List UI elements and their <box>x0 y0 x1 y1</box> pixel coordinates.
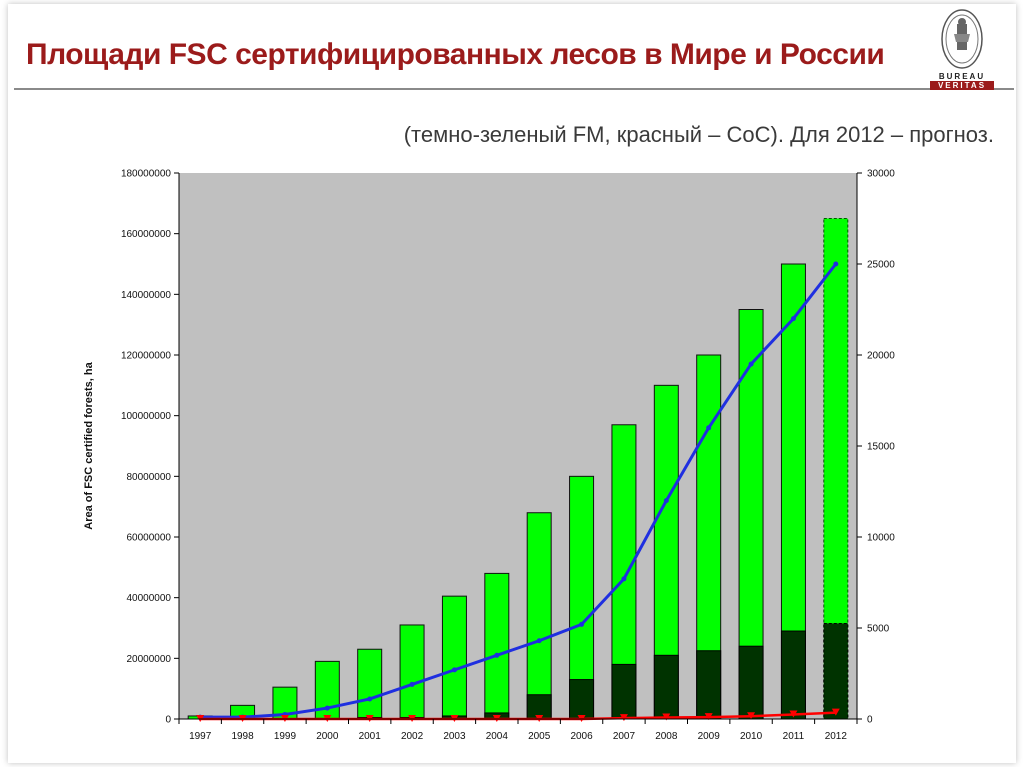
y2-tick-label-30000: 30000 <box>867 169 895 180</box>
y-tick-label-100000000: 100000000 <box>121 411 171 422</box>
x-tick-label-2002: 2002 <box>401 731 424 742</box>
bar-russia-2005 <box>526 694 552 720</box>
bar-russia-2009 <box>696 650 722 720</box>
point-blue-2008 <box>663 498 669 504</box>
point-blue-2011 <box>790 316 796 322</box>
point-blue-2006 <box>579 621 585 627</box>
point-red-2007 <box>619 714 628 722</box>
point-blue-2002 <box>409 681 415 687</box>
bar-total-2004 <box>484 572 510 720</box>
x-tick-label-2004: 2004 <box>486 731 509 742</box>
slide-subtitle: (темно-зеленый FM, красный – CoC). Для 2… <box>403 122 994 147</box>
y-tick-label-180000000: 180000000 <box>121 169 171 180</box>
y-tick-label-60000000: 60000000 <box>127 533 172 544</box>
y2-tick-label-20000: 20000 <box>867 351 895 362</box>
logo-bureau-text: BUREAU <box>938 72 986 81</box>
y2-tick-label-0: 0 <box>867 715 873 726</box>
point-blue-2000 <box>324 705 330 711</box>
point-red-2009 <box>704 713 713 721</box>
line-series-blue <box>200 263 837 719</box>
point-red-2012 <box>831 708 840 716</box>
point-blue-2009 <box>706 425 712 431</box>
point-red-2011 <box>789 710 798 718</box>
bar-total-2003 <box>441 595 467 720</box>
point-blue-2004 <box>494 652 500 658</box>
bar-russia-2011 <box>780 630 806 720</box>
bar-russia-2007 <box>611 663 637 720</box>
y2-tick-label-5000: 5000 <box>867 624 890 635</box>
x-tick-label-2007: 2007 <box>613 731 636 742</box>
x-tick-label-2012: 2012 <box>825 731 848 742</box>
x-tick-label-2003: 2003 <box>443 731 466 742</box>
logo-veritas-text: VERITAS <box>930 81 994 90</box>
y-tick-label-40000000: 40000000 <box>127 593 172 604</box>
point-blue-2003 <box>451 667 457 673</box>
x-tick-label-2010: 2010 <box>740 731 763 742</box>
bar-russia-2010 <box>738 645 764 720</box>
bar-total-2001 <box>357 648 383 720</box>
bar-total-2006 <box>569 475 595 720</box>
y-tick-label-140000000: 140000000 <box>121 290 171 301</box>
x-tick-label-2008: 2008 <box>655 731 678 742</box>
bar-russia-2008 <box>653 654 679 720</box>
bar-total-2005 <box>526 512 552 720</box>
x-tick-label-1998: 1998 <box>231 731 254 742</box>
bar-russia-2006 <box>569 679 595 720</box>
x-tick-label-2001: 2001 <box>359 731 382 742</box>
point-red-2010 <box>747 712 756 720</box>
x-tick-label-1997: 1997 <box>189 731 212 742</box>
x-tick-label-2005: 2005 <box>528 731 551 742</box>
y2-tick-label-15000: 15000 <box>867 442 895 453</box>
y-tick-label-160000000: 160000000 <box>121 229 171 240</box>
x-tick-label-2011: 2011 <box>783 731 805 742</box>
x-tick-label-2000: 2000 <box>316 731 339 742</box>
y-tick-label-0: 0 <box>165 715 171 726</box>
point-blue-2005 <box>536 638 542 644</box>
point-blue-2010 <box>748 361 754 367</box>
bar-russia-2012 <box>823 622 849 720</box>
x-tick-label-2006: 2006 <box>570 731 593 742</box>
y-axis-title: Area of FSC certified forests, ha <box>83 361 95 529</box>
y-tick-label-120000000: 120000000 <box>121 351 171 362</box>
point-blue-2001 <box>367 696 373 702</box>
x-tick-label-1999: 1999 <box>274 731 297 742</box>
bureau-veritas-logo: BUREAU VERITAS <box>930 6 994 90</box>
y-tick-label-80000000: 80000000 <box>127 472 172 483</box>
title-divider <box>14 88 1014 90</box>
bureau-veritas-seal-icon <box>941 9 983 69</box>
y2-tick-label-10000: 10000 <box>867 533 895 544</box>
point-red-2008 <box>662 713 671 721</box>
bar-total-2002 <box>399 624 425 720</box>
slide-title: Площади FSC сертифицированных лесов в Ми… <box>26 38 885 71</box>
y2-tick-label-25000: 25000 <box>867 260 895 271</box>
point-blue-2012 <box>833 261 839 267</box>
point-blue-2007 <box>621 576 627 582</box>
x-tick-label-2009: 2009 <box>698 731 721 742</box>
y-tick-label-20000000: 20000000 <box>127 654 172 665</box>
